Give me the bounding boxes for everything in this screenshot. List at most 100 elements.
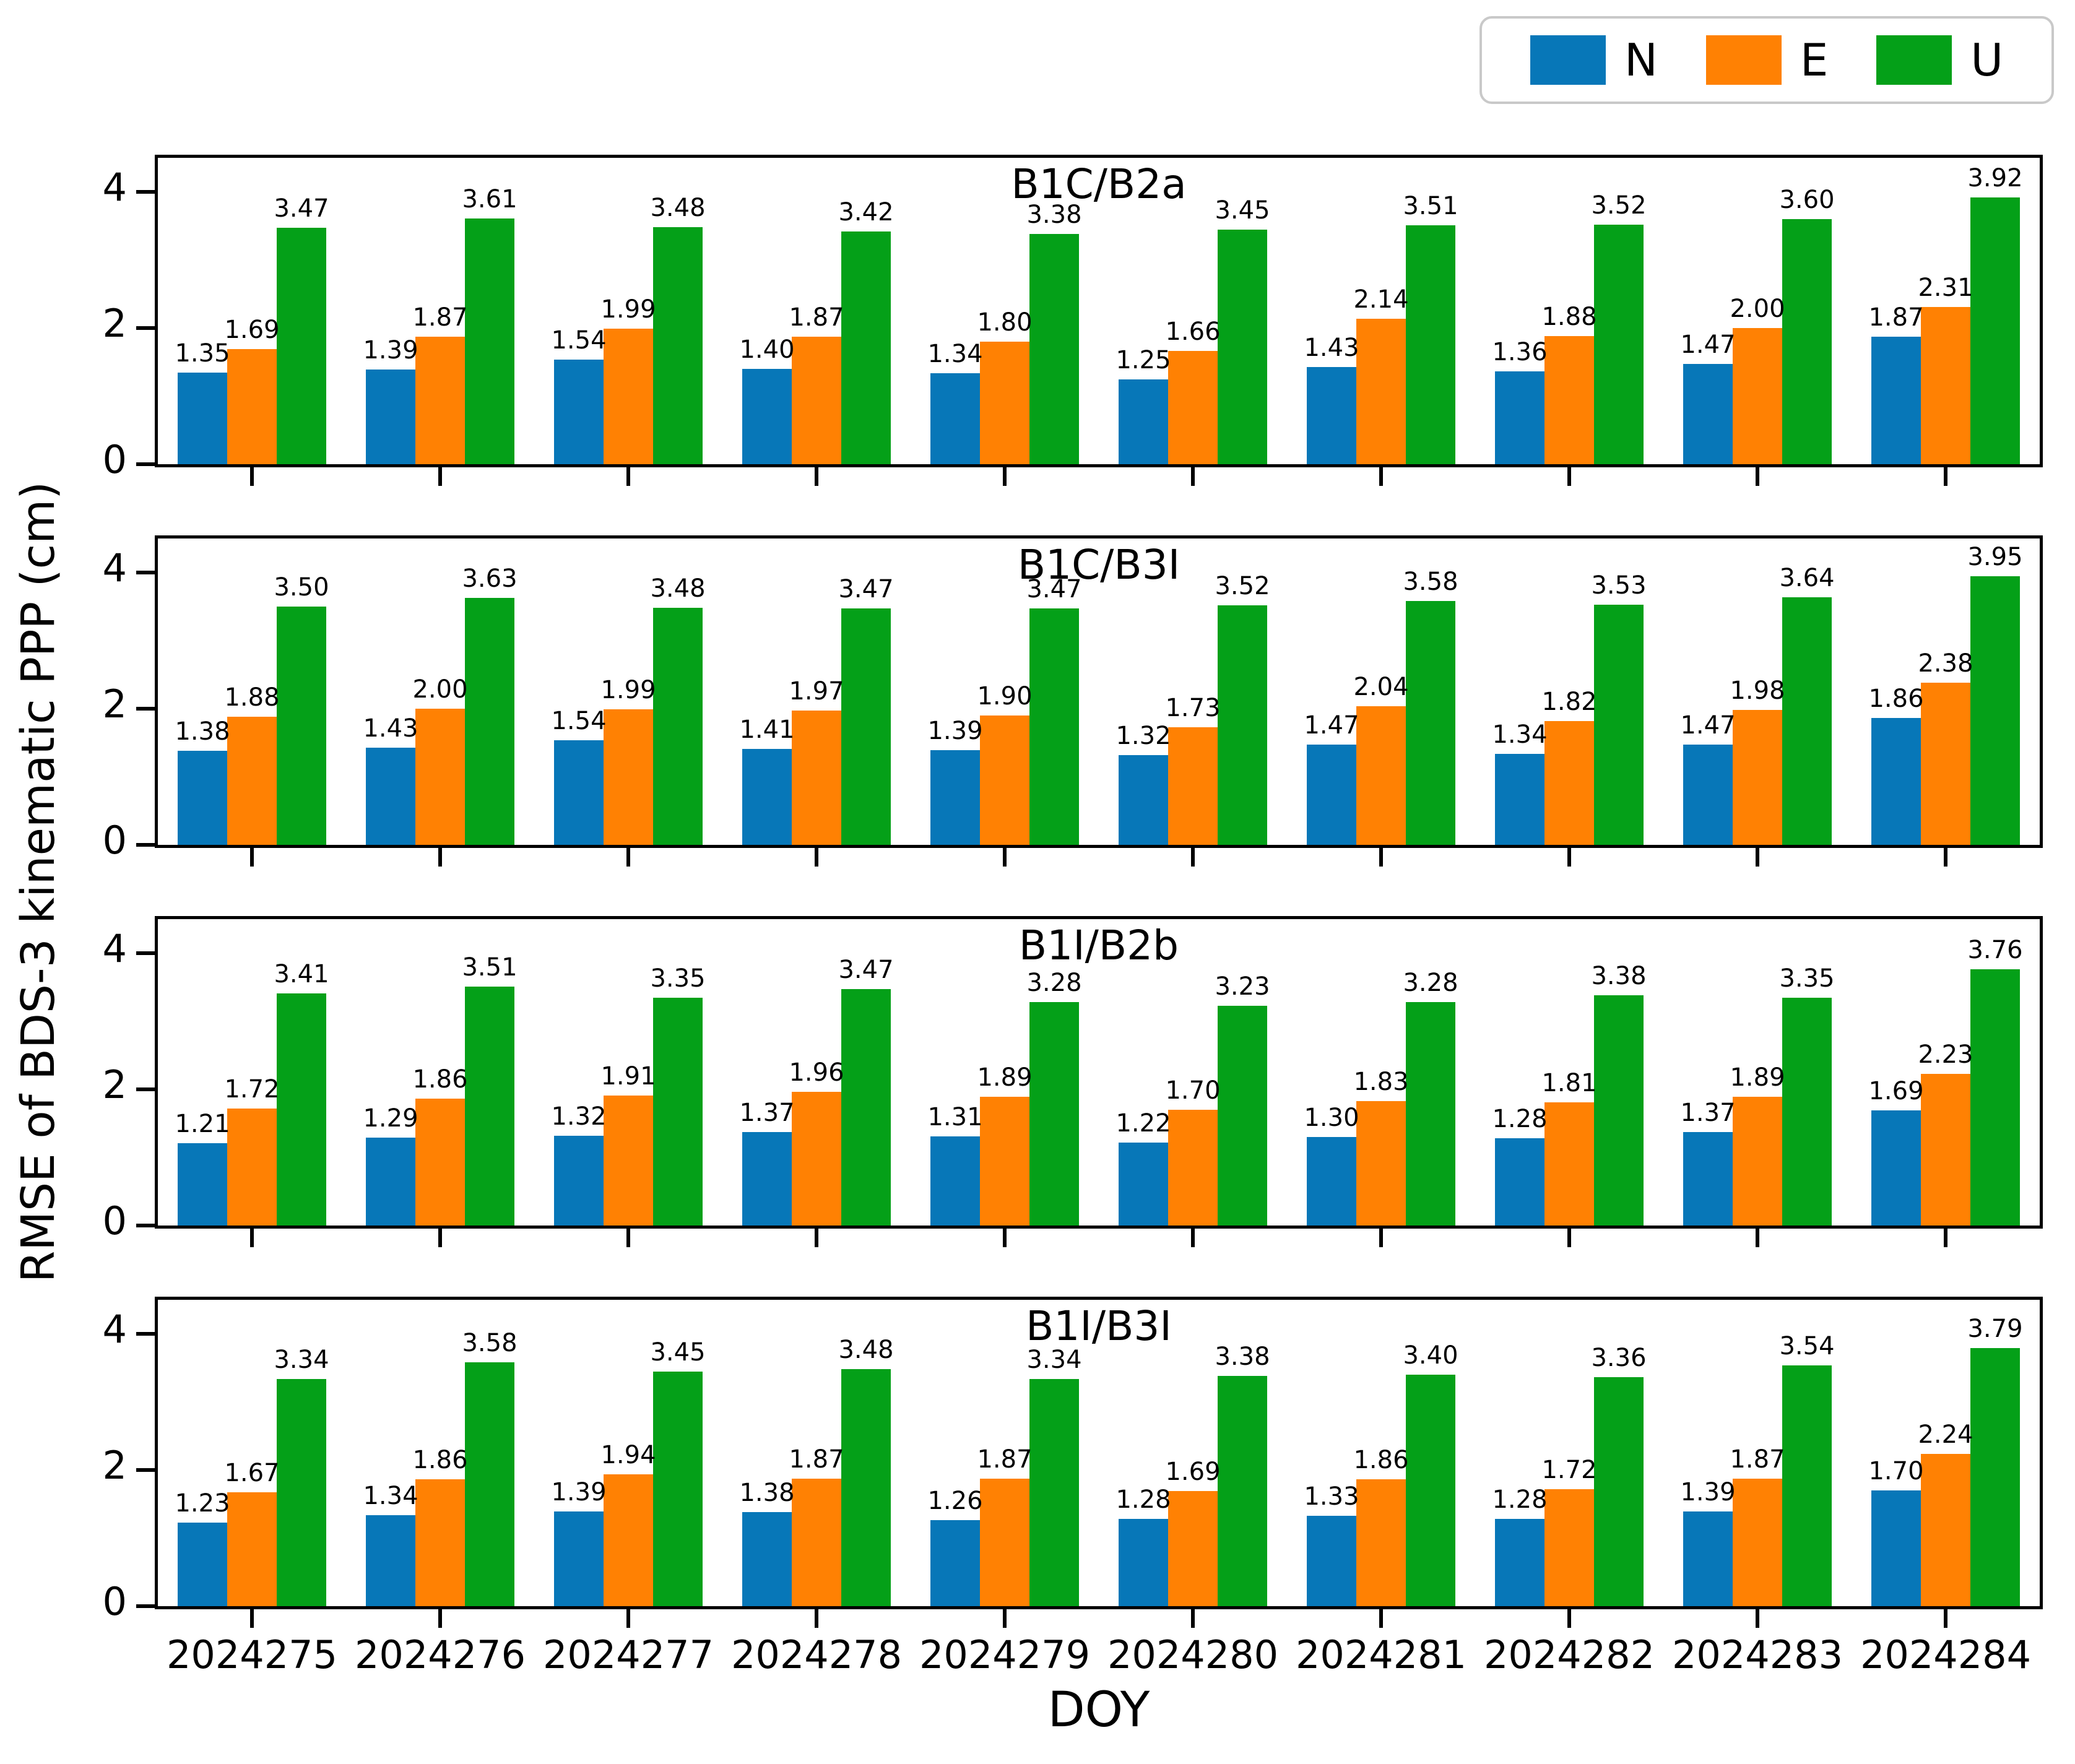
bar-U: [653, 227, 703, 464]
bar-N: [1871, 337, 1921, 464]
y-tick-label: 2: [102, 681, 127, 727]
bar-N: [178, 372, 227, 464]
x-tick-mark: [1191, 1229, 1195, 1247]
x-tick-label: 2024282: [1483, 1632, 1655, 1677]
x-tick-mark: [438, 848, 442, 867]
bar-value-label: 1.41: [739, 715, 795, 744]
bar-N: [1307, 1515, 1356, 1606]
x-tick-mark: [250, 1229, 254, 1247]
bar-value-label: 1.37: [739, 1099, 795, 1128]
bar-N: [554, 1511, 604, 1606]
bar-E: [604, 1474, 653, 1606]
bar-N: [1119, 1519, 1168, 1606]
x-tick-mark: [1003, 467, 1007, 486]
y-tick-mark: [136, 190, 155, 194]
bar-value-label: 3.51: [462, 953, 518, 982]
bar-U: [1594, 995, 1644, 1226]
bar-N: [1683, 364, 1733, 464]
bar-N: [366, 1515, 415, 1606]
bar-N: [178, 751, 227, 845]
bar-N: [1871, 1110, 1921, 1226]
bar-value-label: 1.87: [789, 1445, 844, 1474]
bar-value-label: 3.23: [1215, 972, 1270, 1001]
bar-value-label: 1.34: [927, 339, 983, 368]
bar-U: [1029, 608, 1079, 845]
bar-value-label: 1.31: [927, 1102, 983, 1131]
bar-value-label: 1.88: [1541, 303, 1597, 332]
y-tick-mark: [136, 1224, 155, 1227]
bar-U: [653, 608, 703, 845]
bar-N: [1871, 718, 1921, 845]
x-tick-mark: [1003, 848, 1007, 867]
bar-value-label: 1.28: [1492, 1485, 1548, 1515]
bar-value-label: 1.21: [175, 1109, 230, 1138]
x-tick-label: 2024275: [166, 1632, 338, 1677]
bar-value-label: 1.32: [551, 1102, 607, 1131]
bar-N: [1683, 745, 1733, 845]
x-tick-mark: [1003, 1229, 1007, 1247]
bar-value-label: 2.00: [412, 675, 468, 704]
bar-value-label: 3.42: [838, 197, 894, 227]
bar-N: [178, 1522, 227, 1606]
x-tick-mark: [626, 1609, 630, 1628]
bar-E: [227, 1108, 277, 1226]
bar-N: [366, 747, 415, 845]
bar-N: [930, 750, 980, 845]
bar-value-label: 2.38: [1918, 649, 1973, 678]
bar-E: [1733, 710, 1782, 845]
x-tick-mark: [626, 848, 630, 867]
x-tick-mark: [1379, 467, 1383, 486]
x-axis-label: DOY: [1047, 1682, 1150, 1738]
bar-E: [415, 709, 465, 845]
bar-value-label: 1.34: [363, 1481, 418, 1510]
bar-U: [277, 1378, 326, 1606]
y-tick-mark: [136, 843, 155, 847]
x-tick-mark: [1944, 1609, 1947, 1628]
bar-value-label: 3.61: [462, 184, 518, 214]
x-tick-mark: [1003, 1609, 1007, 1628]
x-tick-mark: [1756, 467, 1759, 486]
y-tick-mark: [136, 1087, 155, 1091]
bar-N: [366, 1138, 415, 1226]
x-tick-label: 2024276: [354, 1632, 526, 1677]
bar-value-label: 3.40: [1403, 1341, 1458, 1370]
bar-value-label: 1.72: [224, 1074, 280, 1104]
bar-E: [980, 1479, 1029, 1606]
bar-value-label: 1.81: [1541, 1068, 1597, 1097]
bar-value-label: 1.70: [1165, 1076, 1221, 1105]
bar-value-label: 1.98: [1730, 677, 1785, 706]
bar-value-label: 3.35: [1779, 964, 1835, 993]
bar-E: [980, 716, 1029, 845]
subplot-b1c-b3i: B1C/B3I 0 2 4 1.38 1.88 3.50 1.43 2.00 3.63 1.54 1.…: [103, 535, 2043, 867]
bar-value-label: 3.47: [274, 194, 329, 223]
bar-value-label: 1.70: [1868, 1457, 1924, 1485]
bar-value-label: 1.83: [1353, 1067, 1409, 1096]
bar-U: [1406, 601, 1455, 845]
bar-value-label: 1.38: [175, 717, 230, 746]
bar-U: [1594, 604, 1644, 845]
bar-N: [1683, 1132, 1733, 1226]
bar-E: [1544, 720, 1594, 845]
bar-value-label: 1.39: [927, 717, 983, 746]
bar-value-label: 1.94: [600, 1440, 656, 1469]
x-tick-mark: [1756, 848, 1759, 867]
bar-E: [1168, 351, 1218, 464]
bar-E: [980, 342, 1029, 464]
bar-E: [604, 709, 653, 845]
bar-N: [554, 740, 604, 845]
x-tick-mark: [815, 1229, 818, 1247]
legend: N E U: [1479, 16, 2054, 104]
bar-value-label: 1.87: [789, 303, 844, 332]
bar-E: [415, 1479, 465, 1606]
x-tick-mark: [250, 467, 254, 486]
bar-E: [1921, 1073, 1970, 1226]
bar-value-label: 1.47: [1304, 711, 1359, 740]
x-tick-label: 2024283: [1671, 1632, 1843, 1677]
bar-value-label: 3.52: [1591, 191, 1647, 220]
x-tick-label: 2024284: [1860, 1632, 2032, 1677]
bar-value-label: 1.89: [1730, 1063, 1785, 1092]
subplot-title: B1C/B2a: [1011, 160, 1187, 208]
bar-value-label: 2.00: [1730, 295, 1785, 323]
bar-U: [1782, 219, 1832, 464]
bar-value-label: 1.80: [977, 308, 1033, 337]
